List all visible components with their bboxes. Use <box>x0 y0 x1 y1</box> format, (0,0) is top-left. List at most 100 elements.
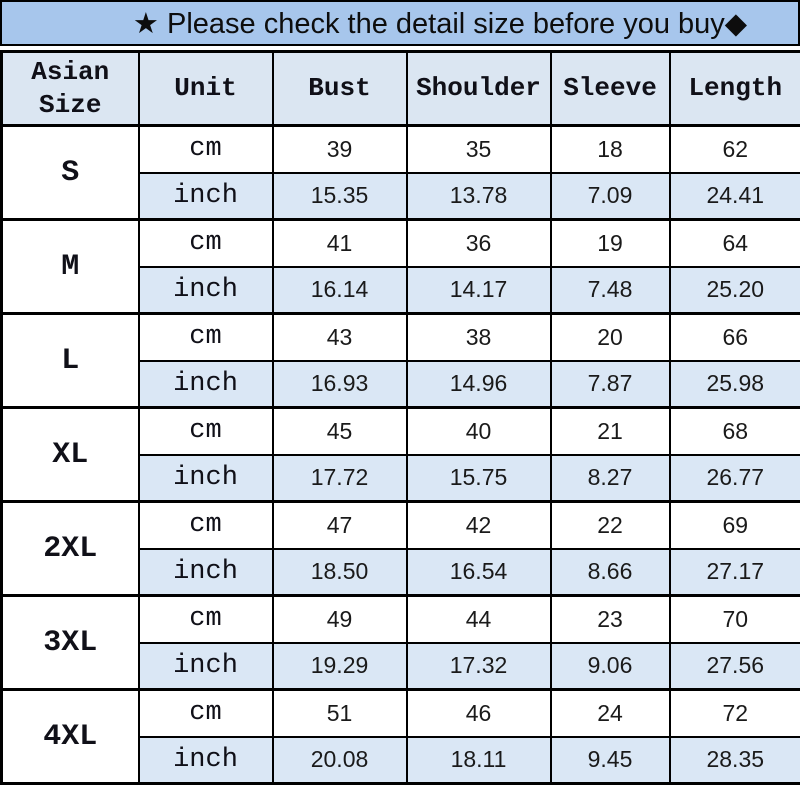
measurement-cell: 17.32 <box>405 641 552 691</box>
size-label-4xl: 4XL <box>0 688 140 785</box>
measurement-cell: 25.98 <box>668 359 800 409</box>
unit-cell: cm <box>137 500 274 550</box>
unit-cell: inch <box>137 359 274 409</box>
unit-cell: inch <box>137 171 274 221</box>
table-row: L cm 43 38 20 66 <box>0 312 800 409</box>
measurement-cell: 45 <box>271 406 408 456</box>
measurement-cell: 17.72 <box>271 453 408 503</box>
measurement-cell: 24.41 <box>668 171 800 221</box>
measurement-cell: 9.06 <box>549 641 671 691</box>
measurement-cell: 14.17 <box>405 265 552 315</box>
measurement-cell: 19.29 <box>271 641 408 691</box>
table-row: inch 18.50 16.54 8.66 27.17 <box>2 547 800 597</box>
measurement-cell: 51 <box>271 688 408 738</box>
table-row: inch 16.93 14.96 7.87 25.98 <box>2 359 800 409</box>
banner-text: ★ Please check the detail size before yo… <box>132 7 748 40</box>
table-row: M cm 41 36 19 64 <box>0 218 800 315</box>
measurement-cell: 70 <box>668 594 800 644</box>
measurement-cell: 20.08 <box>271 735 408 785</box>
measurement-cell: 22 <box>549 500 671 550</box>
header-unit: Unit <box>137 50 274 127</box>
measurement-cell: 36 <box>405 218 552 268</box>
table-row: inch 17.72 15.75 8.27 26.77 <box>2 453 800 503</box>
measurement-cell: 72 <box>668 688 800 738</box>
header-asian-size: Asian Size <box>0 50 140 127</box>
header-sleeve: Sleeve <box>549 50 671 127</box>
measurement-cell: 7.09 <box>549 171 671 221</box>
measurement-cell: 19 <box>549 218 671 268</box>
measurement-cell: 28.35 <box>668 735 800 785</box>
measurement-cell: 27.56 <box>668 641 800 691</box>
unit-cell: cm <box>137 124 274 174</box>
measurement-cell: 43 <box>271 312 408 362</box>
measurement-cell: 16.14 <box>271 265 408 315</box>
header-length: Length <box>668 50 800 127</box>
measurement-cell: 49 <box>271 594 408 644</box>
measurement-cell: 68 <box>668 406 800 456</box>
size-label-2xl: 2XL <box>0 500 140 597</box>
measurement-cell: 14.96 <box>405 359 552 409</box>
header-bust: Bust <box>271 50 408 127</box>
measurement-cell: 16.54 <box>405 547 552 597</box>
unit-cell: inch <box>137 265 274 315</box>
table-row: 2XL cm 47 42 22 69 <box>0 500 800 597</box>
measurement-cell: 26.77 <box>668 453 800 503</box>
measurement-cell: 9.45 <box>549 735 671 785</box>
unit-cell: cm <box>137 594 274 644</box>
measurement-cell: 18.11 <box>405 735 552 785</box>
table-row: 3XL cm 49 44 23 70 <box>0 594 800 691</box>
table-row: inch 16.14 14.17 7.48 25.20 <box>2 265 800 315</box>
measurement-cell: 64 <box>668 218 800 268</box>
size-label-m: M <box>0 218 140 315</box>
measurement-cell: 69 <box>668 500 800 550</box>
unit-cell: inch <box>137 735 274 785</box>
measurement-cell: 24 <box>549 688 671 738</box>
measurement-cell: 62 <box>668 124 800 174</box>
measurement-cell: 15.75 <box>405 453 552 503</box>
unit-cell: inch <box>137 641 274 691</box>
measurement-cell: 39 <box>271 124 408 174</box>
banner: ★ Please check the detail size before yo… <box>0 0 800 46</box>
table-row: S cm 39 35 18 62 <box>0 124 800 221</box>
table-row: inch 15.35 13.78 7.09 24.41 <box>2 171 800 221</box>
measurement-cell: 7.48 <box>549 265 671 315</box>
measurement-cell: 7.87 <box>549 359 671 409</box>
unit-cell: inch <box>137 453 274 503</box>
measurement-cell: 20 <box>549 312 671 362</box>
unit-cell: cm <box>137 312 274 362</box>
measurement-cell: 66 <box>668 312 800 362</box>
measurement-cell: 27.17 <box>668 547 800 597</box>
measurement-cell: 8.27 <box>549 453 671 503</box>
measurement-cell: 23 <box>549 594 671 644</box>
measurement-cell: 40 <box>405 406 552 456</box>
size-chart-table: Asian Size Unit Bust Shoulder Sleeve Len… <box>0 50 800 785</box>
table-row: inch 20.08 18.11 9.45 28.35 <box>2 735 800 785</box>
measurement-cell: 21 <box>549 406 671 456</box>
measurement-cell: 16.93 <box>271 359 408 409</box>
unit-cell: cm <box>137 688 274 738</box>
measurement-cell: 41 <box>271 218 408 268</box>
measurement-cell: 44 <box>405 594 552 644</box>
size-label-s: S <box>0 124 140 221</box>
measurement-cell: 38 <box>405 312 552 362</box>
measurement-cell: 13.78 <box>405 171 552 221</box>
size-label-xl: XL <box>0 406 140 503</box>
header-shoulder: Shoulder <box>405 50 552 127</box>
table-header-row: Asian Size Unit Bust Shoulder Sleeve Len… <box>0 50 800 127</box>
measurement-cell: 46 <box>405 688 552 738</box>
table-row: inch 19.29 17.32 9.06 27.56 <box>2 641 800 691</box>
measurement-cell: 42 <box>405 500 552 550</box>
measurement-cell: 18.50 <box>271 547 408 597</box>
table-row: 4XL cm 51 46 24 72 <box>0 688 800 785</box>
table-row: XL cm 45 40 21 68 <box>0 406 800 503</box>
unit-cell: cm <box>137 406 274 456</box>
measurement-cell: 8.66 <box>549 547 671 597</box>
unit-cell: inch <box>137 547 274 597</box>
measurement-cell: 47 <box>271 500 408 550</box>
size-label-l: L <box>0 312 140 409</box>
size-label-3xl: 3XL <box>0 594 140 691</box>
measurement-cell: 18 <box>549 124 671 174</box>
measurement-cell: 25.20 <box>668 265 800 315</box>
measurement-cell: 15.35 <box>271 171 408 221</box>
measurement-cell: 35 <box>405 124 552 174</box>
